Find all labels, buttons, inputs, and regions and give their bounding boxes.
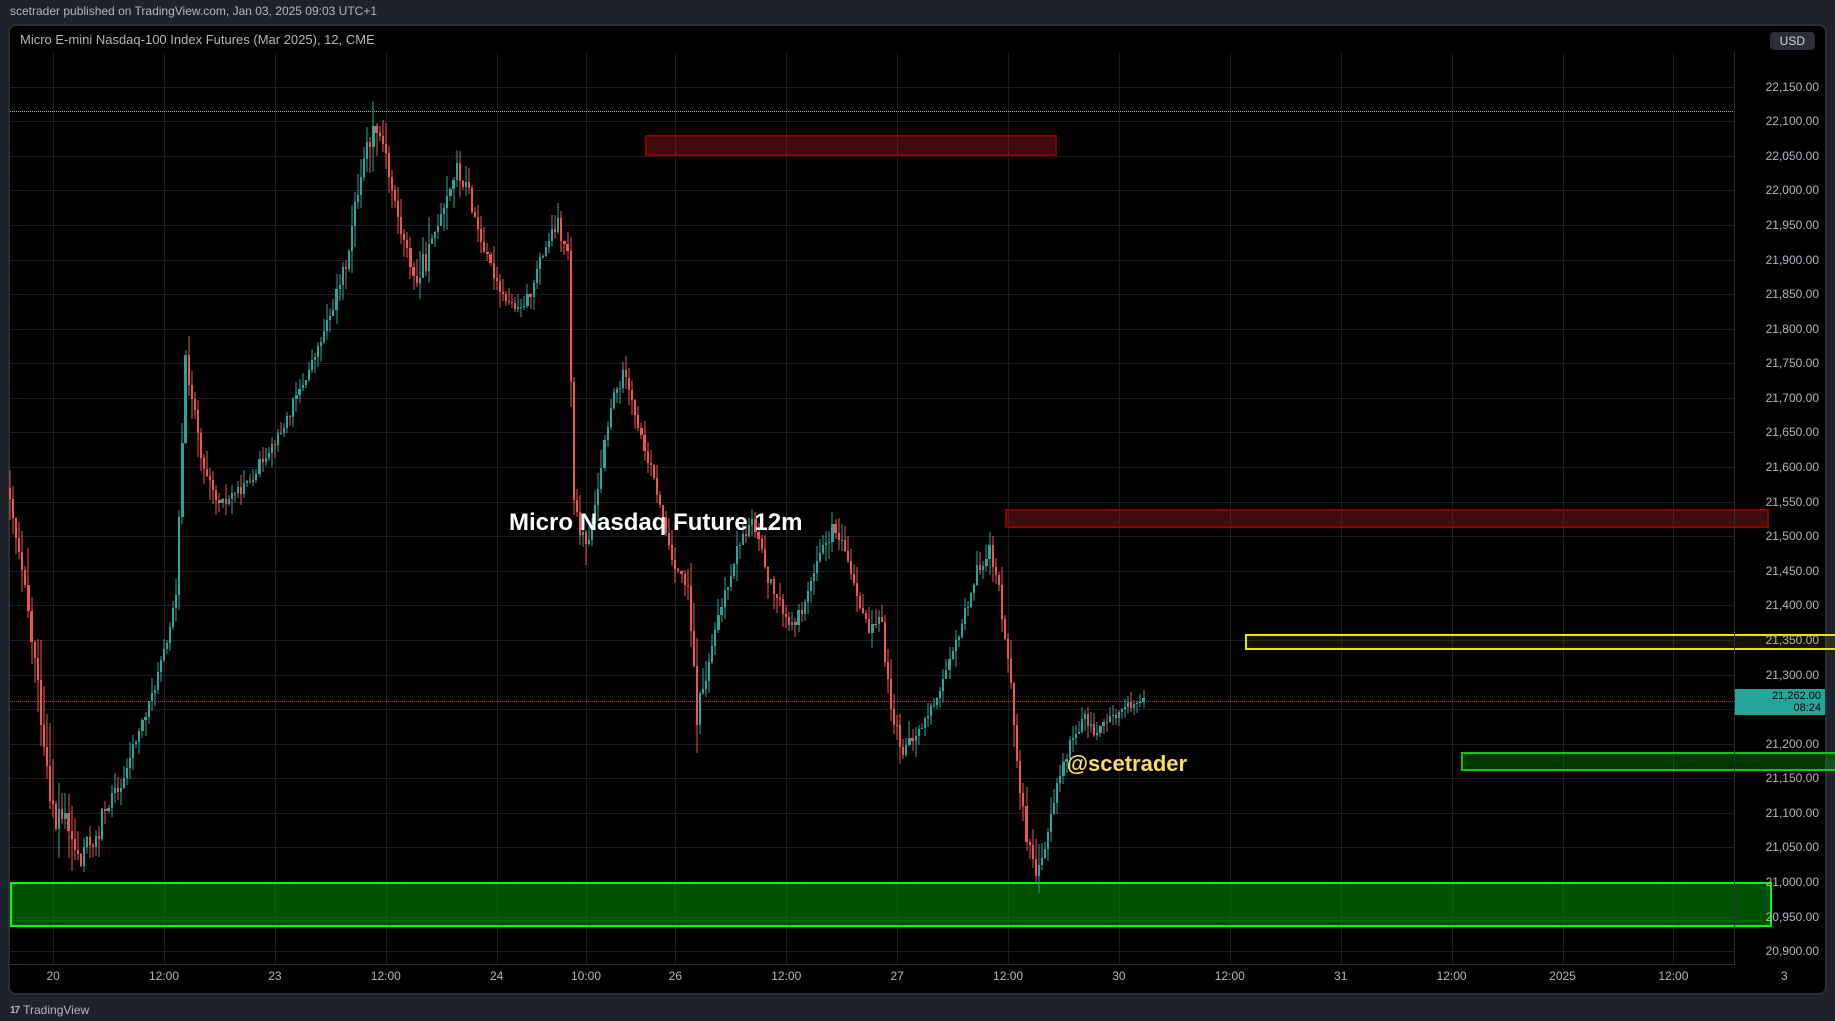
y-tick-label: 20,950.00 xyxy=(1766,910,1819,924)
publish-bar: scetrader published on TradingView.com, … xyxy=(0,0,1835,22)
y-tick-label: 21,850.00 xyxy=(1766,287,1819,301)
x-tick-label: 23 xyxy=(268,969,281,983)
x-tick-label: 12:00 xyxy=(149,969,179,983)
y-tick-label: 21,900.00 xyxy=(1766,253,1819,267)
y-tick-label: 22,100.00 xyxy=(1766,114,1819,128)
y-tick-label: 21,500.00 xyxy=(1766,529,1819,543)
current-price-badge: 21,262.0008:24 xyxy=(1735,689,1825,715)
x-tick-label: 12:00 xyxy=(771,969,801,983)
x-tick-label: 2025 xyxy=(1549,969,1576,983)
x-tick-label: 27 xyxy=(890,969,903,983)
x-tick-label: 31 xyxy=(1334,969,1347,983)
footer: 17 TradingView xyxy=(10,1003,89,1017)
y-tick-label: 21,050.00 xyxy=(1766,840,1819,854)
text-annotation[interactable]: Micro Nasdaq Future 12m xyxy=(509,509,802,537)
candle xyxy=(1142,52,1145,965)
x-tick-label: 12:00 xyxy=(993,969,1023,983)
y-tick-label: 21,600.00 xyxy=(1766,460,1819,474)
y-tick-label: 21,550.00 xyxy=(1766,495,1819,509)
x-tick-label: 3 xyxy=(1781,969,1788,983)
tradingview-logo-icon: 17 xyxy=(10,1005,19,1016)
y-tick-label: 21,350.00 xyxy=(1766,633,1819,647)
price-plot[interactable]: Micro Nasdaq Future 12m @scetrader xyxy=(10,52,1735,965)
y-tick-label: 22,000.00 xyxy=(1766,183,1819,197)
y-tick-label: 22,150.00 xyxy=(1766,80,1819,94)
y-tick-label: 21,300.00 xyxy=(1766,668,1819,682)
publish-text: scetrader published on TradingView.com, … xyxy=(10,4,377,18)
y-axis[interactable]: 20,900.00 20,950.00 21,000.00 21,050.00 21,1… xyxy=(1734,52,1825,965)
y-tick-label: 21,150.00 xyxy=(1766,771,1819,785)
y-tick-label: 20,900.00 xyxy=(1766,944,1819,958)
y-tick-label: 21,800.00 xyxy=(1766,322,1819,336)
x-axis[interactable]: 20 12:00 23 12:00 24 10:00 26 12:00 27 12:00 30 12:… xyxy=(10,964,1735,993)
x-tick-label: 20 xyxy=(46,969,59,983)
brand-label: TradingView xyxy=(23,1003,89,1017)
y-tick-label: 21,100.00 xyxy=(1766,806,1819,820)
x-tick-label: 10:00 xyxy=(571,969,601,983)
y-tick-label: 21,650.00 xyxy=(1766,425,1819,439)
x-tick-label: 26 xyxy=(669,969,682,983)
x-tick-label: 12:00 xyxy=(1658,969,1688,983)
y-tick-label: 21,450.00 xyxy=(1766,564,1819,578)
symbol-label: Micro E-mini Nasdaq-100 Index Futures (M… xyxy=(20,32,375,47)
chart-panel: Micro E-mini Nasdaq-100 Index Futures (M… xyxy=(8,24,1827,995)
currency-button[interactable]: USD xyxy=(1770,32,1815,50)
x-tick-label: 24 xyxy=(490,969,503,983)
y-tick-label: 21,750.00 xyxy=(1766,356,1819,370)
x-tick-label: 30 xyxy=(1112,969,1125,983)
y-tick-label: 21,200.00 xyxy=(1766,737,1819,751)
x-tick-label: 12:00 xyxy=(371,969,401,983)
y-tick-label: 21,950.00 xyxy=(1766,218,1819,232)
y-tick-label: 21,700.00 xyxy=(1766,391,1819,405)
y-tick-label: 22,050.00 xyxy=(1766,149,1819,163)
x-tick-label: 12:00 xyxy=(1437,969,1467,983)
y-tick-label: 21,000.00 xyxy=(1766,875,1819,889)
x-tick-label: 12:00 xyxy=(1215,969,1245,983)
text-annotation[interactable]: @scetrader xyxy=(1067,751,1188,777)
y-tick-label: 21,400.00 xyxy=(1766,598,1819,612)
